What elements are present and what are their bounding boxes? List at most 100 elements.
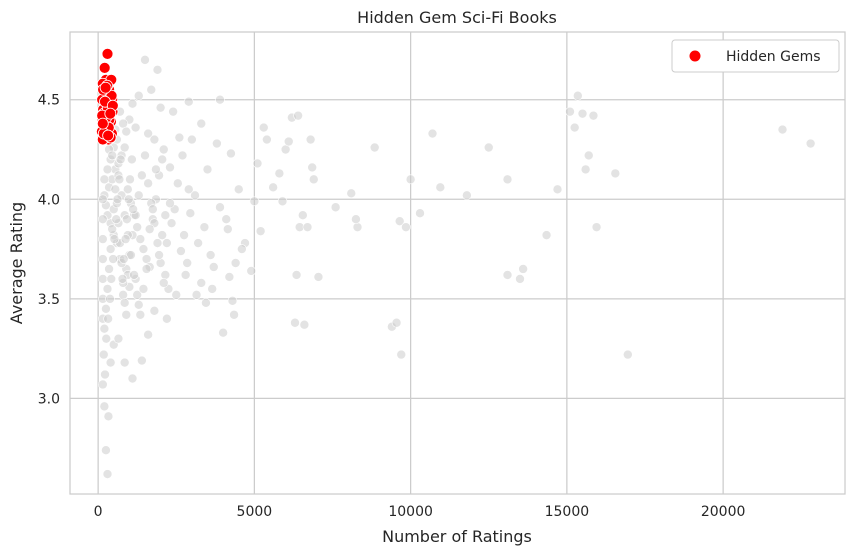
background-point <box>565 106 575 117</box>
background-point <box>223 224 233 234</box>
background-point <box>105 244 116 254</box>
background-point <box>112 194 123 205</box>
background-point <box>215 202 225 213</box>
background-point <box>141 264 152 274</box>
background-point <box>138 284 149 294</box>
background-point <box>146 84 157 95</box>
background-point <box>114 174 125 185</box>
background-point <box>140 150 150 161</box>
background-point <box>483 142 494 153</box>
background-point <box>133 90 144 101</box>
background-point <box>610 168 621 179</box>
background-point <box>168 106 178 117</box>
hidden-gem-points <box>95 48 119 146</box>
background-point <box>160 210 171 221</box>
background-point <box>119 298 130 308</box>
background-point <box>143 128 153 139</box>
background-point <box>274 168 285 179</box>
background-point <box>105 294 115 304</box>
background-point <box>135 309 146 320</box>
background-point <box>180 270 191 280</box>
background-point <box>149 134 160 145</box>
hidden-gem-point <box>102 129 115 142</box>
background-point <box>396 349 407 360</box>
background-point <box>201 298 211 308</box>
background-point <box>255 226 266 236</box>
background-point <box>148 204 158 215</box>
background-point <box>160 270 171 280</box>
background-point <box>191 290 202 300</box>
hidden-gem-point <box>99 81 112 94</box>
background-point <box>157 154 167 165</box>
background-point <box>277 196 288 207</box>
background-point <box>122 214 132 224</box>
background-point <box>518 264 528 274</box>
y-tick-label: 4.0 <box>38 192 60 208</box>
background-point <box>313 272 324 282</box>
background-point <box>162 313 172 324</box>
x-tick-label: 20000 <box>701 504 746 520</box>
background-point <box>308 174 319 185</box>
background-point <box>552 184 563 195</box>
background-point <box>137 170 147 181</box>
hidden-gem-point <box>96 117 109 130</box>
tick-labels: 0 5000 10000 15000 20000 3.0 3.5 4.0 4.5 <box>38 93 746 520</box>
chart-title: Hidden Gem Sci-Fi Books <box>357 8 557 27</box>
y-tick-label: 3.5 <box>38 292 60 308</box>
background-point <box>104 264 114 274</box>
background-point <box>99 174 110 185</box>
background-point <box>108 254 118 264</box>
hidden-gem-point <box>98 61 111 74</box>
background-point <box>262 134 272 145</box>
legend: Hidden Gems <box>671 39 840 73</box>
background-point <box>111 214 122 224</box>
background-point <box>177 150 188 161</box>
background-point <box>123 194 134 205</box>
background-point <box>246 266 257 276</box>
background-point <box>580 164 591 175</box>
background-point <box>98 234 108 244</box>
background-point <box>135 234 146 244</box>
background-point <box>102 469 113 479</box>
background-point <box>280 144 291 155</box>
y-axis-label: Average Rating <box>7 202 26 324</box>
background-point <box>140 55 150 65</box>
background-point <box>212 138 222 149</box>
background-point <box>126 250 136 260</box>
legend-label: Hidden Gems <box>726 49 821 65</box>
background-point <box>805 138 816 149</box>
background-point <box>173 178 183 189</box>
background-point <box>193 238 203 248</box>
background-point <box>427 128 438 139</box>
background-point <box>118 118 128 129</box>
background-point <box>205 250 216 260</box>
background-point <box>119 357 130 368</box>
x-axis-label: Number of Ratings <box>382 527 532 546</box>
background-point <box>352 222 363 232</box>
background-point <box>113 333 124 344</box>
background-point <box>151 164 161 175</box>
background-point <box>107 150 117 161</box>
background-point <box>569 122 580 133</box>
background-point <box>233 184 244 195</box>
background-point <box>588 110 599 121</box>
background-point <box>103 313 113 324</box>
background-point <box>154 250 164 260</box>
background-point <box>171 290 182 300</box>
background-point <box>155 258 166 268</box>
background-point <box>623 349 633 360</box>
background-point <box>98 379 108 390</box>
plot-frame <box>69 31 846 495</box>
legend-box <box>671 39 840 73</box>
background-point <box>583 150 594 161</box>
background-point <box>176 246 186 256</box>
background-point <box>290 317 300 328</box>
background-point <box>106 274 117 284</box>
background-point <box>119 142 130 153</box>
background-point <box>132 222 142 232</box>
background-point <box>252 158 263 169</box>
background-point <box>118 290 128 300</box>
background-point <box>268 182 278 193</box>
background-point <box>157 230 167 240</box>
